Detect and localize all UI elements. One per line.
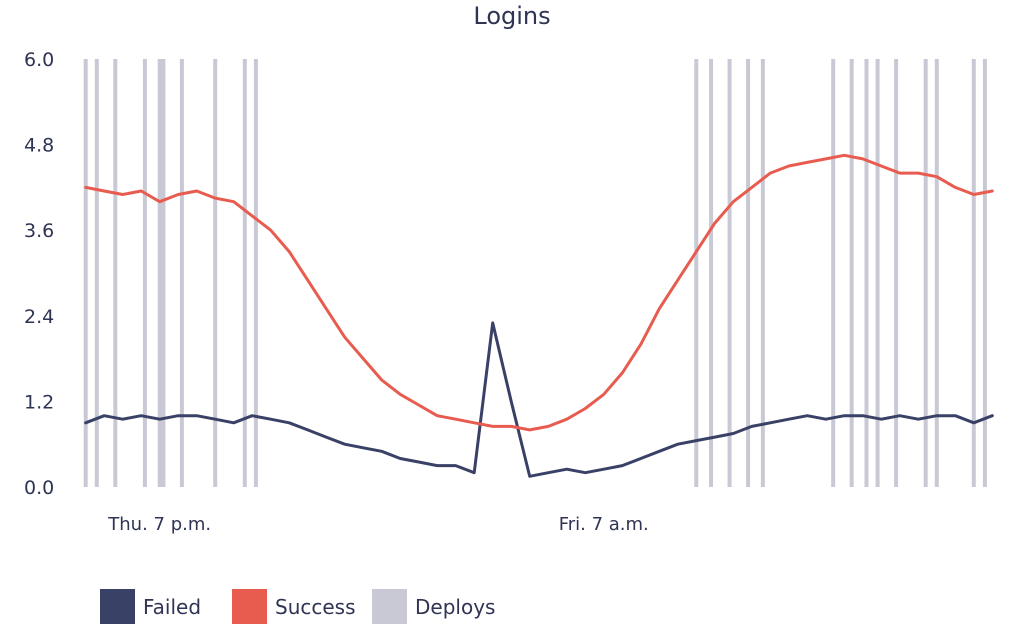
x-tick-label: Thu. 7 p.m.	[107, 514, 211, 535]
legend-swatch-failed	[100, 589, 135, 624]
y-tick-label: 3.6	[24, 220, 54, 242]
legend-label-failed: Failed	[143, 595, 201, 619]
chart-title: Logins	[473, 2, 550, 30]
deploy-markers	[83, 59, 987, 487]
x-axis: Thu. 7 p.m. Fri. 7 a.m.	[107, 514, 649, 535]
series-lines	[84, 153, 994, 478]
y-tick-label: 4.8	[24, 135, 54, 157]
x-tick-label: Fri. 7 a.m.	[559, 514, 649, 535]
legend: Failed Success Deploys	[100, 589, 495, 624]
y-tick-label: 0.0	[24, 477, 54, 499]
y-axis: 0.0 1.2 2.4 3.6 4.8 6.0	[24, 49, 54, 499]
series-line-failed	[84, 321, 994, 478]
series-line-success	[84, 153, 994, 432]
legend-swatch-success	[232, 589, 267, 624]
y-tick-label: 2.4	[24, 306, 54, 328]
legend-label-deploys: Deploys	[415, 595, 495, 619]
legend-swatch-deploys	[372, 589, 407, 624]
y-tick-label: 1.2	[24, 391, 54, 413]
legend-label-success: Success	[275, 595, 356, 619]
y-tick-label: 6.0	[24, 49, 54, 71]
